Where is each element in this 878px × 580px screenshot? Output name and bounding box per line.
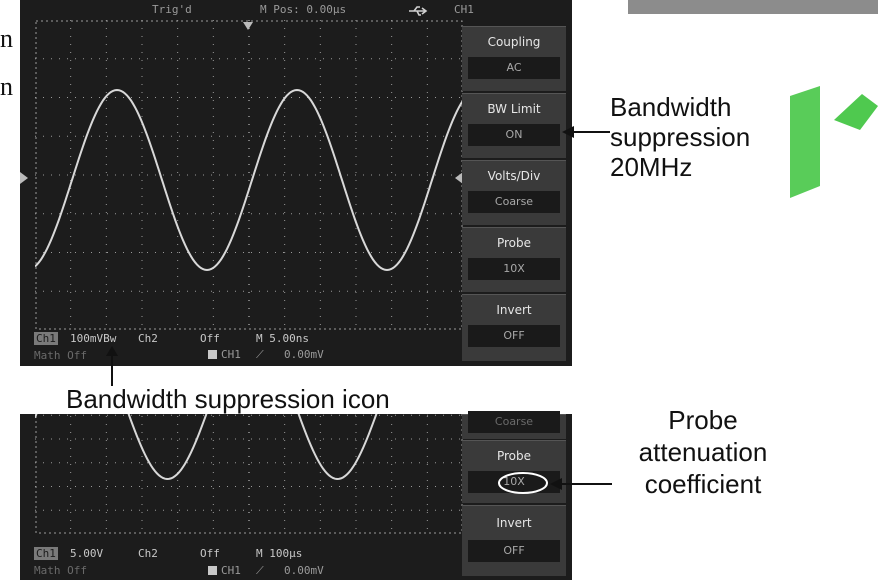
bw-icon-label: Bandwidth suppression icon <box>66 384 390 414</box>
probe-value-2: 10X <box>468 471 560 493</box>
math-state: Math Off <box>34 349 87 362</box>
active-channel: CH1 <box>454 3 474 16</box>
trigger-level-2: 0.00mV <box>284 564 324 577</box>
menu-probe[interactable]: Probe 10X <box>462 227 566 292</box>
trigger-status: Trig'd <box>152 3 192 16</box>
trigger-edge-icon-2: ⟋ <box>256 564 264 577</box>
ch1-volts-div-2: 5.00V <box>70 547 104 560</box>
menu-invert[interactable]: Invert OFF <box>462 294 566 361</box>
ch2-state: Off <box>200 332 220 345</box>
volts-div-value: Coarse <box>468 191 560 213</box>
ch1-label-2: Ch1 <box>34 547 58 560</box>
waveform-grid <box>35 20 463 330</box>
bw-arrow <box>562 126 610 138</box>
menu-volts-div-2[interactable]: Coarse <box>462 411 566 439</box>
trigger-icon <box>208 350 217 359</box>
timebase-2: M 100µs <box>256 547 303 560</box>
ch1-label: Ch1 <box>34 332 58 345</box>
menu-invert-2[interactable]: Invert OFF <box>462 505 566 576</box>
horizontal-position: M Pos: 0.00µs <box>260 3 347 16</box>
ch2-state-2: Off <box>200 547 220 560</box>
bw-label-line3: 20MHz <box>610 152 693 182</box>
math-state-2: Math Off <box>34 564 87 577</box>
waveform-grid-2 <box>35 414 463 534</box>
bw-label-line1: Bandwidth <box>610 92 732 122</box>
menu-probe-2[interactable]: Probe 10X <box>462 440 566 503</box>
ch2-label-2: Ch2 <box>138 547 158 560</box>
coupling-value: AC <box>468 57 560 79</box>
probe-highlight-ellipse <box>498 472 548 494</box>
timebase: M 5.00ns <box>256 332 309 345</box>
probe-label-line1: Probe <box>668 405 738 435</box>
trigger-icon-2 <box>208 566 217 575</box>
volts-div-value-2: Coarse <box>468 411 560 433</box>
trigger-source: CH1 <box>221 348 241 361</box>
invert-value-2: OFF <box>468 540 560 562</box>
trigger-position-marker <box>243 22 253 30</box>
trigger-source-2: CH1 <box>221 564 241 577</box>
bw-limit-value: ON <box>468 124 560 146</box>
top-right-strip <box>628 0 878 14</box>
bw-label-line2: suppression <box>610 122 751 152</box>
probe-value: 10X <box>468 258 560 280</box>
probe-label-line3: coefficient <box>644 469 762 499</box>
channel1-ground-marker <box>20 172 28 184</box>
probe-label-line2: attenuation <box>638 437 768 467</box>
trigger-level-marker <box>455 172 463 184</box>
trigger-edge-icon: ⟋ <box>256 348 264 361</box>
bw-icon-arrow <box>106 346 118 386</box>
ch2-label: Ch2 <box>138 332 158 345</box>
watermark-logo <box>790 86 878 198</box>
menu-bw-limit[interactable]: BW Limit ON <box>462 93 566 158</box>
menu-volts-div[interactable]: Volts/Div Coarse <box>462 160 566 225</box>
trigger-level: 0.00mV <box>284 348 324 361</box>
probe-arrow <box>550 478 612 490</box>
cut-off-text-2: n <box>0 72 13 101</box>
usb-icon <box>409 6 428 16</box>
invert-value: OFF <box>468 325 560 347</box>
cut-off-text-1: n <box>0 24 13 53</box>
menu-coupling[interactable]: Coupling AC <box>462 26 566 91</box>
ch1-volts-div: 100mVBw <box>70 332 117 345</box>
